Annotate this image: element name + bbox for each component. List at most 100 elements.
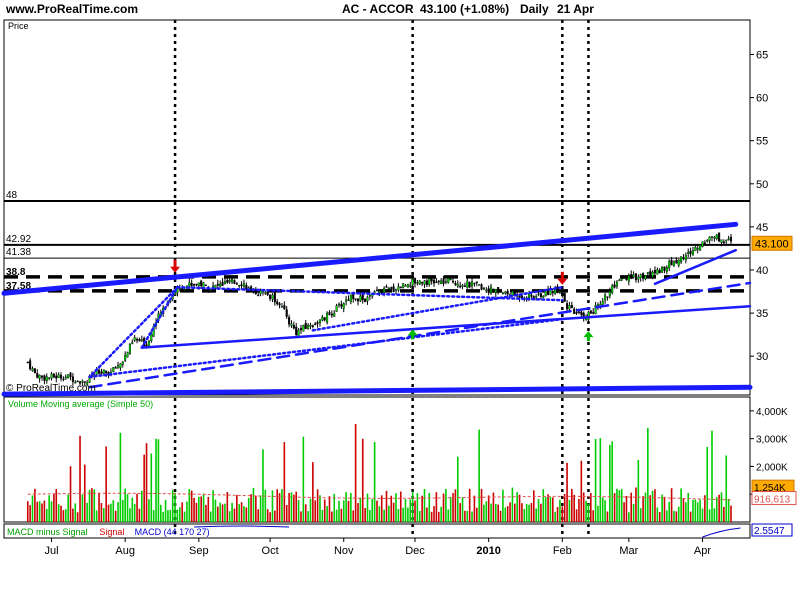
candle-body — [121, 361, 124, 365]
volume-bar — [409, 499, 412, 522]
candle-body — [257, 294, 260, 297]
volume-bar — [357, 503, 359, 522]
candle-body — [542, 295, 545, 298]
candle-body — [250, 286, 253, 289]
volume-bar — [630, 492, 633, 522]
volume-bar — [435, 492, 438, 522]
volume-bar — [195, 502, 198, 522]
candle-body — [689, 250, 692, 254]
volume-bar — [38, 501, 41, 522]
candle-body — [238, 284, 241, 287]
candle-body — [361, 293, 364, 301]
candle-body — [48, 377, 51, 379]
volume-bar — [651, 490, 654, 522]
candle-body — [435, 281, 438, 284]
candle-body — [575, 312, 578, 314]
volume-bar — [247, 497, 250, 522]
volume-bar — [155, 438, 157, 522]
site-title[interactable]: www.ProRealTime.com — [6, 2, 139, 16]
macd-title-part: Signal — [99, 527, 124, 537]
dashed-level-label: 38.8 — [6, 267, 26, 278]
volume-bar — [464, 510, 466, 522]
level-label: 41.38 — [6, 247, 31, 258]
candle-body — [340, 304, 343, 307]
volume-bar — [442, 493, 445, 522]
candle-body — [604, 294, 607, 301]
candle-body — [62, 378, 65, 380]
volume-bar — [93, 489, 96, 522]
volume-bar — [533, 490, 535, 522]
volume-bar — [689, 511, 692, 522]
candle-body — [706, 240, 709, 242]
candle-body — [665, 266, 668, 272]
volume-bar — [285, 504, 288, 522]
volume-bar — [62, 510, 65, 522]
volume-bar — [456, 456, 459, 522]
candle-body — [100, 371, 103, 375]
candle-body — [573, 308, 576, 315]
macd-value-tag — [751, 523, 793, 537]
candle-body — [402, 283, 405, 288]
candle-body — [558, 291, 561, 293]
candle-body — [333, 312, 336, 317]
volume-bar — [663, 496, 666, 522]
candle-body — [259, 290, 262, 295]
candle-body — [304, 323, 307, 329]
dotted-line-b — [88, 285, 179, 379]
volume-bar — [179, 507, 181, 522]
price-tick-label: 60 — [756, 93, 768, 105]
volume-ma-line — [27, 492, 732, 501]
candle-body — [442, 278, 445, 284]
price-tick-label: 50 — [756, 179, 768, 191]
dotted-line-c — [88, 317, 564, 379]
candle-body — [680, 256, 683, 263]
candle-body — [449, 278, 452, 281]
sell-arrow-icon — [557, 271, 568, 285]
volume-bar — [713, 508, 716, 522]
candle-body — [59, 374, 63, 379]
volume-bar — [480, 488, 483, 522]
candle-body — [323, 317, 326, 321]
volume-bar — [525, 503, 528, 522]
volume-bar — [319, 495, 321, 522]
volume-bar — [278, 493, 281, 522]
candle-body — [269, 294, 272, 299]
volume-bar — [521, 503, 523, 522]
volume-bar — [675, 511, 678, 522]
candle-body — [138, 339, 141, 342]
candle-body — [278, 303, 281, 306]
candle-body — [292, 325, 295, 329]
volume-bar — [611, 441, 614, 522]
volume-bar — [668, 501, 671, 522]
volume-bar — [647, 427, 649, 522]
candle-body — [102, 369, 105, 374]
current-ma-tag — [751, 491, 797, 506]
volume-bar — [326, 506, 328, 522]
candle-body — [383, 288, 386, 293]
volume-bar — [628, 512, 630, 522]
volume-bar — [323, 499, 326, 522]
candle-body — [404, 285, 407, 287]
candle-body — [566, 303, 569, 310]
volume-bar — [269, 512, 271, 522]
volume-bar — [673, 510, 675, 522]
volume-bar — [119, 432, 122, 522]
volume-bar — [150, 453, 153, 522]
volume-bar — [98, 492, 100, 522]
volume-bar — [632, 503, 635, 522]
volume-bar — [121, 499, 124, 522]
volume-bar — [255, 495, 257, 522]
volume-bar — [585, 500, 587, 522]
candle-body — [611, 285, 614, 293]
volume-bar — [535, 508, 537, 522]
candle-body — [69, 372, 72, 377]
volume-bar — [188, 489, 191, 522]
x-tick-label: Dec — [405, 545, 425, 557]
price-tick-label: 45 — [756, 222, 768, 234]
candle-body — [537, 293, 540, 295]
volume-bar — [708, 509, 711, 522]
candle-body — [126, 352, 129, 358]
sell-arrow-icon — [170, 259, 181, 273]
candle-body — [530, 294, 533, 297]
candle-body — [703, 242, 706, 244]
